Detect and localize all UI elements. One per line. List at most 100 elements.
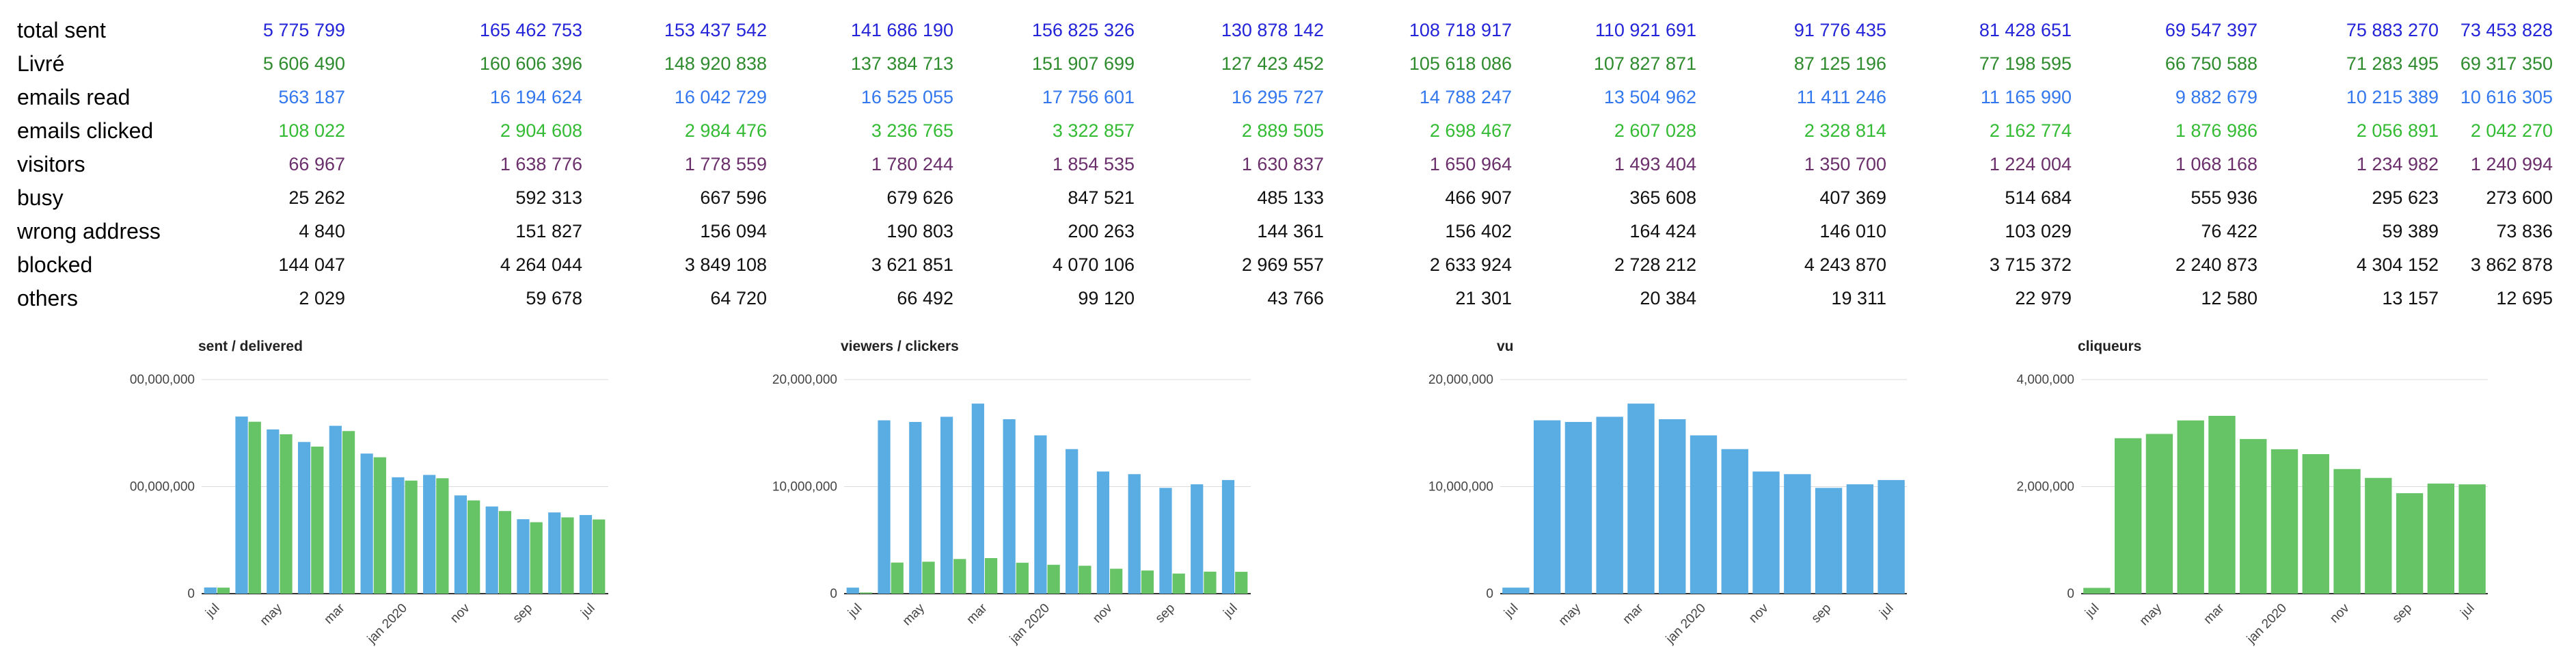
- bar: [1110, 568, 1123, 594]
- table-cell: 12 580: [2201, 288, 2258, 308]
- table-cell: 105 618 086: [1409, 53, 1512, 74]
- table-cell: 16 194 624: [489, 87, 582, 107]
- row-label: total sent: [17, 18, 106, 42]
- table-row: wrong address 4 840 151 827 156 094 190 803 2…: [0, 215, 2576, 248]
- bar: [392, 477, 405, 594]
- row-label: busy: [17, 185, 64, 210]
- bar: [467, 500, 480, 594]
- table-cell: 91 776 435: [1793, 20, 1886, 40]
- table-cell: 3 849 108: [684, 254, 767, 275]
- table-cell: 16 525 055: [860, 87, 953, 107]
- table-cell: 21 301: [1455, 288, 1512, 308]
- table-cell: 146 010: [1819, 221, 1886, 241]
- x-tick-label: jul: [845, 601, 865, 621]
- chart-title: viewers / clickers: [841, 339, 959, 354]
- table-cell: 466 907: [1445, 187, 1512, 208]
- x-tick-label: jan 2020: [1663, 601, 1709, 647]
- x-tick-label: jan 2020: [2244, 601, 2290, 647]
- chart-cliqueurs-svg: cliqueurs 0 2,000,000 4,000,000 jul may mar jan…: [2016, 339, 2488, 647]
- table-cell: 3 322 857: [1052, 120, 1135, 141]
- bar: [1533, 420, 1561, 594]
- row-label: emails read: [17, 85, 131, 109]
- bar: [1235, 572, 1248, 594]
- bar: [859, 592, 873, 594]
- bar: [342, 431, 355, 594]
- table-cell: 2 607 028: [1614, 120, 1696, 141]
- table-cell: 81 428 651: [1979, 20, 2072, 40]
- x-tick-label: mar: [2201, 600, 2227, 626]
- chart-sent-delivered: sent / delivered 0 100,000,000 200,000,000 j…: [130, 339, 690, 647]
- bar: [2083, 587, 2111, 594]
- bar: [953, 559, 966, 594]
- table-cell: 148 920 838: [664, 53, 767, 74]
- table-cell: 555 936: [2191, 187, 2258, 208]
- bar: [1159, 488, 1172, 594]
- table-cell: 2 162 774: [1989, 120, 2072, 141]
- table-row: Livré 5 606 490 160 606 396 148 920 838 137 …: [0, 47, 2576, 81]
- x-tick-label: jan 2020: [364, 601, 410, 647]
- row-label: wrong address: [17, 219, 161, 243]
- table-cell: 25 262: [288, 187, 345, 208]
- table-cell: 73 453 828: [2460, 20, 2553, 40]
- x-tick-label: jul: [2458, 601, 2478, 621]
- bar: [204, 587, 217, 594]
- table-cell: 43 766: [1267, 288, 1324, 308]
- bar: [1047, 564, 1060, 594]
- bar: [2145, 434, 2173, 594]
- table-cell: 153 437 542: [664, 20, 767, 40]
- table-cell: 99 120: [1078, 288, 1135, 308]
- bar: [1721, 449, 1748, 594]
- chart-vu-svg: vu 0 10,000,000 20,000,000 jul may mar jan 2020…: [1428, 339, 1907, 647]
- y-tick-label: 0: [830, 587, 837, 601]
- y-tick-label: 200,000,000: [130, 373, 195, 387]
- bar: [579, 515, 593, 594]
- bar: [1066, 449, 1079, 594]
- bar: [1003, 419, 1016, 594]
- row-label: visitors: [17, 152, 85, 176]
- bar: [846, 587, 859, 594]
- table-cell: 2 056 891: [2356, 120, 2439, 141]
- table-cell: 5 606 490: [262, 53, 345, 74]
- x-tick-label: nov: [2327, 600, 2353, 626]
- table-cell: 75 883 270: [2346, 20, 2439, 40]
- table-cell: 2 328 814: [1804, 120, 1886, 141]
- x-tick-label: nov: [1090, 600, 1115, 626]
- table-cell: 2 029: [299, 288, 345, 308]
- bar: [1502, 587, 1530, 594]
- bar: [2114, 438, 2142, 594]
- x-tick-label: mar: [1621, 600, 1646, 626]
- bar: [373, 457, 386, 594]
- table-cell: 3 621 851: [871, 254, 953, 275]
- table-cell: 1 638 776: [500, 154, 582, 174]
- bar: [1016, 562, 1029, 594]
- bar: [1752, 471, 1780, 594]
- table-cell: 144 361: [1257, 221, 1324, 241]
- table-cell: 1 780 244: [871, 154, 953, 174]
- bar: [2177, 420, 2204, 594]
- x-tick-label: mar: [322, 600, 348, 626]
- table-cell: 69 547 397: [2165, 20, 2258, 40]
- bar: [423, 475, 436, 594]
- x-tick-label: sep: [511, 601, 536, 626]
- table-cell: 137 384 713: [850, 53, 953, 74]
- bar: [297, 442, 311, 594]
- table-cell: 1 493 404: [1614, 154, 1696, 174]
- y-tick-label: 0: [187, 587, 195, 601]
- bar: [940, 417, 953, 594]
- table-cell: 156 825 326: [1031, 20, 1135, 40]
- table-cell: 64 720: [710, 288, 767, 308]
- table-cell: 156 094: [700, 221, 767, 241]
- table-cell: 160 606 396: [479, 53, 582, 74]
- bar: [1079, 566, 1092, 594]
- table-cell: 2 698 467: [1429, 120, 1512, 141]
- table-cell: 1 234 982: [2356, 154, 2439, 174]
- x-tick-label: jul: [1501, 601, 1521, 621]
- x-tick-label: sep: [2390, 601, 2415, 626]
- x-tick-label: nov: [448, 600, 473, 626]
- row-label: emails clicked: [17, 118, 154, 143]
- table-cell: 3 715 372: [1989, 254, 2072, 275]
- table-cell: 13 504 962: [1603, 87, 1696, 107]
- table-cell: 127 423 452: [1221, 53, 1324, 74]
- table-cell: 12 695: [2496, 288, 2553, 308]
- table-cell: 5 775 799: [262, 20, 345, 40]
